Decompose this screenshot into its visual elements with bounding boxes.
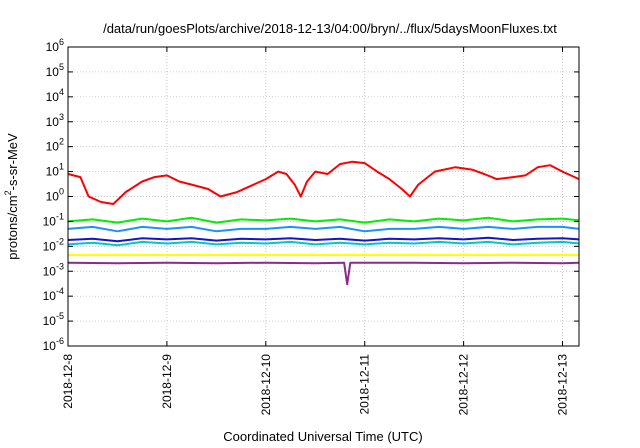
y-tick-exponent: -2 — [56, 236, 64, 246]
x-axis-label: Coordinated Universal Time (UTC) — [223, 429, 422, 444]
y-tick-exponent: -6 — [56, 336, 64, 346]
y-tick-label: 10-3 — [43, 261, 64, 278]
y-tick-base: 10 — [46, 165, 60, 179]
plot-frame — [67, 46, 580, 347]
x-tick-label: 2018-12-9 — [160, 354, 174, 409]
series-line-4 — [67, 236, 580, 243]
chart-title: /data/run/goesPlots/archive/2018-12-13/0… — [103, 21, 557, 36]
y-tick-base: 10 — [43, 314, 57, 328]
x-tick-label: 2018-12-8 — [61, 354, 75, 409]
y-tick-exponent: 4 — [59, 87, 64, 97]
y-tick-label: 10-5 — [43, 311, 64, 328]
x-tick-label: 2018-12-11 — [358, 354, 372, 415]
y-tick-base: 10 — [43, 264, 57, 278]
y-tick-exponent: -3 — [56, 261, 64, 271]
y-tick-base: 10 — [43, 214, 57, 228]
y-tick-base: 10 — [46, 65, 60, 79]
y-tick-exponent: 3 — [59, 112, 64, 122]
y-tick-label: 100 — [46, 187, 64, 204]
y-tick-label: 105 — [46, 62, 64, 79]
y-tick-exponent: 0 — [59, 187, 64, 197]
y-tick-label: 10-4 — [43, 286, 64, 303]
y-tick-label: 10-1 — [43, 211, 64, 228]
y-tick-exponent: 6 — [59, 37, 64, 47]
y-tick-base: 10 — [46, 115, 60, 129]
axis-ticks: 10-610-510-410-310-210-11001011021031041… — [43, 37, 579, 415]
y-tick-base: 10 — [46, 140, 60, 154]
y-tick-base: 10 — [43, 289, 57, 303]
y-tick-base: 10 — [46, 190, 60, 204]
y-tick-label: 102 — [46, 137, 64, 154]
y-axis-label-main: protons/cm — [5, 195, 20, 259]
y-tick-label: 10-6 — [43, 336, 64, 353]
y-tick-exponent: 5 — [59, 62, 64, 72]
series-line-3 — [67, 240, 580, 247]
series-line-2 — [67, 225, 580, 233]
series-line-6 — [67, 261, 580, 286]
x-tick-label: 2018-12-12 — [457, 354, 471, 416]
y-tick-base: 10 — [46, 90, 60, 104]
series-line-1 — [67, 216, 580, 224]
y-tick-label: 101 — [46, 162, 64, 179]
svg-text:protons/cm2-s-sr-MeV: protons/cm2-s-sr-MeV — [3, 133, 20, 260]
x-tick-label: 2018-12-13 — [556, 354, 570, 416]
y-tick-exponent: 1 — [59, 162, 64, 172]
grid — [67, 47, 579, 346]
y-tick-exponent: -5 — [56, 311, 64, 321]
y-tick-label: 104 — [46, 87, 64, 104]
y-tick-label: 106 — [46, 37, 64, 54]
y-axis-label-sup: 2 — [3, 190, 13, 195]
y-tick-base: 10 — [43, 239, 57, 253]
y-tick-label: 10-2 — [43, 236, 64, 253]
y-tick-label: 103 — [46, 112, 64, 129]
y-axis-label: protons/cm2-s-sr-MeV — [3, 133, 20, 260]
series-lines — [67, 160, 580, 286]
y-tick-base: 10 — [43, 339, 57, 353]
y-tick-exponent: -1 — [56, 211, 64, 221]
y-tick-exponent: 2 — [59, 137, 64, 147]
x-tick-label: 2018-12-10 — [259, 354, 273, 416]
y-tick-exponent: -4 — [56, 286, 64, 296]
series-line-0 — [67, 160, 580, 205]
y-axis-label-rest: -s-sr-MeV — [5, 133, 20, 190]
y-tick-base: 10 — [46, 40, 60, 54]
